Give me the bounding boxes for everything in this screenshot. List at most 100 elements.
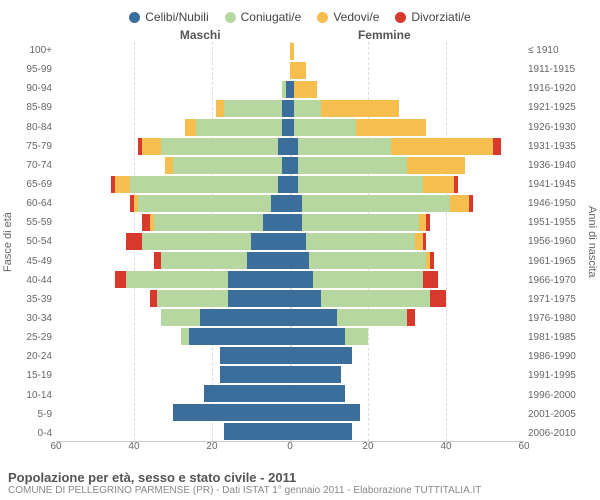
age-label: 30-34: [20, 313, 52, 324]
gender-headers: Maschi Femmine: [0, 28, 600, 42]
bar-segment: [321, 100, 399, 117]
y-axis-title-right: Anni di nascita: [584, 42, 600, 442]
legend-label: Celibi/Nubili: [145, 10, 208, 24]
bar-segment: [282, 157, 290, 174]
bar-segment: [161, 138, 278, 155]
bar-segment: [130, 176, 278, 193]
female-side: [290, 252, 524, 269]
bar-segment: [196, 119, 282, 136]
legend-label: Vedovi/e: [333, 10, 379, 24]
bar-segment: [430, 252, 434, 269]
birth-label: 1931-1935: [528, 141, 580, 152]
legend-label: Divorziati/e: [411, 10, 470, 24]
bar-segment: [278, 138, 290, 155]
female-side: [290, 233, 524, 250]
bar-segment: [321, 290, 430, 307]
bar-segment: [309, 252, 426, 269]
birth-label: 1936-1940: [528, 160, 580, 171]
bar-segment: [142, 138, 161, 155]
male-side: [56, 423, 290, 440]
legend-swatch: [129, 12, 140, 23]
female-side: [290, 157, 524, 174]
bar-segment: [282, 119, 290, 136]
age-label: 15-19: [20, 370, 52, 381]
bar-segment: [290, 423, 352, 440]
birth-label: 1966-1970: [528, 275, 580, 286]
bar-segment: [216, 100, 224, 117]
bar-segment: [290, 309, 337, 326]
male-side: [56, 119, 290, 136]
bar-segment: [142, 233, 251, 250]
chart: Fasce di età 100+95-9990-9485-8980-8475-…: [0, 42, 600, 442]
birth-label: 1956-1960: [528, 236, 580, 247]
female-side: [290, 385, 524, 402]
bar-rows: [56, 42, 524, 441]
bar-segment: [204, 385, 290, 402]
age-label: 60-64: [20, 198, 52, 209]
bar-segment: [189, 328, 290, 345]
bar-segment: [391, 138, 492, 155]
age-label: 40-44: [20, 275, 52, 286]
bar-segment: [282, 100, 290, 117]
male-side: [56, 366, 290, 383]
female-side: [290, 423, 524, 440]
pyramid-row: [56, 403, 524, 422]
y-axis-title-left: Fasce di età: [0, 42, 16, 442]
bar-segment: [290, 385, 345, 402]
pyramid-row: [56, 118, 524, 137]
bar-segment: [290, 233, 306, 250]
header-male: Maschi: [58, 28, 292, 42]
legend-item: Vedovi/e: [317, 10, 379, 24]
bar-segment: [290, 271, 313, 288]
chart-subtitle: COMUNE DI PELLEGRINO PARMENSE (PR) - Dat…: [8, 485, 592, 496]
birth-label: 1986-1990: [528, 351, 580, 362]
male-side: [56, 309, 290, 326]
bar-segment: [426, 214, 430, 231]
age-label: 70-74: [20, 160, 52, 171]
pyramid-row: [56, 232, 524, 251]
legend-item: Celibi/Nubili: [129, 10, 208, 24]
male-side: [56, 233, 290, 250]
birth-label: 1971-1975: [528, 294, 580, 305]
age-label: 50-54: [20, 236, 52, 247]
age-label: 55-59: [20, 217, 52, 228]
pyramid-row: [56, 80, 524, 99]
bar-segment: [290, 43, 294, 60]
legend-swatch: [395, 12, 406, 23]
female-side: [290, 404, 524, 421]
pyramid-row: [56, 213, 524, 232]
bar-segment: [337, 309, 407, 326]
footer: Popolazione per età, sesso e stato civil…: [8, 470, 592, 496]
bar-segment: [157, 290, 227, 307]
x-axis: 6040200204060: [56, 441, 524, 457]
male-side: [56, 138, 290, 155]
birth-label: 1951-1955: [528, 217, 580, 228]
birth-year-labels: ≤ 19101911-19151916-19201921-19251926-19…: [524, 42, 584, 442]
legend-swatch: [225, 12, 236, 23]
bar-segment: [290, 366, 341, 383]
male-side: [56, 385, 290, 402]
male-side: [56, 328, 290, 345]
bar-segment: [290, 157, 298, 174]
bar-segment: [298, 138, 392, 155]
birth-label: 2006-2010: [528, 428, 580, 439]
bar-segment: [290, 252, 309, 269]
bar-segment: [345, 328, 368, 345]
birth-label: 1946-1950: [528, 198, 580, 209]
bar-segment: [185, 119, 197, 136]
bar-segment: [247, 252, 290, 269]
birth-label: 1921-1925: [528, 102, 580, 113]
male-side: [56, 62, 290, 79]
pyramid-row: [56, 308, 524, 327]
pyramid-row: [56, 42, 524, 61]
bar-segment: [294, 100, 321, 117]
bar-segment: [228, 271, 290, 288]
pyramid-row: [56, 346, 524, 365]
bar-segment: [454, 176, 458, 193]
bar-segment: [181, 328, 189, 345]
pyramid-row: [56, 270, 524, 289]
bar-segment: [407, 309, 415, 326]
bar-segment: [294, 81, 317, 98]
bar-segment: [290, 290, 321, 307]
bar-segment: [419, 214, 427, 231]
